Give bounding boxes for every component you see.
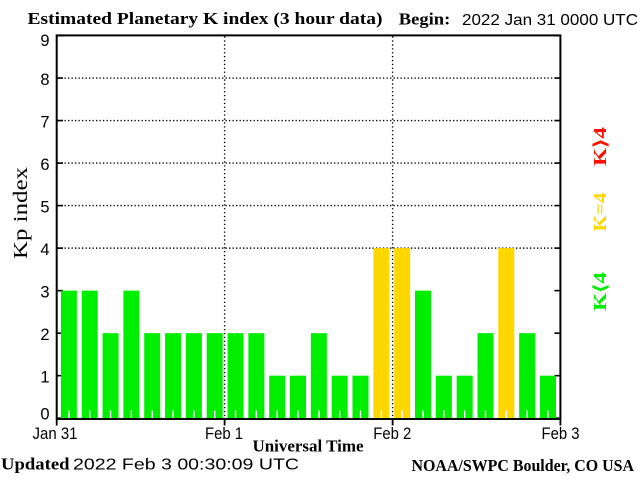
svg-text:Updated: Updated (1, 455, 70, 474)
svg-text:Jan 31: Jan 31 (33, 425, 78, 443)
svg-text:Begin:: Begin: (399, 10, 451, 29)
svg-text:1: 1 (40, 369, 49, 387)
svg-text:2022 Jan 31 0000 UTC: 2022 Jan 31 0000 UTC (462, 12, 638, 29)
svg-text:5: 5 (40, 199, 49, 217)
svg-text:Estimated Planetary K index (3: Estimated Planetary K index (3 hour data… (28, 9, 383, 28)
svg-text:2022 Feb 3 00:30:09 UTC: 2022 Feb 3 00:30:09 UTC (73, 457, 299, 474)
svg-text:K⟨4: K⟨4 (590, 272, 610, 311)
svg-text:Feb 1: Feb 1 (205, 425, 243, 443)
svg-text:8: 8 (40, 71, 49, 89)
svg-text:K=4: K=4 (590, 192, 610, 231)
svg-text:Kp index: Kp index (10, 167, 32, 259)
svg-text:0: 0 (40, 406, 49, 424)
svg-text:9: 9 (40, 32, 49, 50)
svg-text:Universal Time: Universal Time (253, 437, 364, 456)
svg-text:3: 3 (40, 284, 49, 302)
svg-text:Feb 2: Feb 2 (373, 425, 411, 443)
svg-text:2: 2 (40, 326, 49, 344)
svg-text:Feb 3: Feb 3 (542, 425, 580, 443)
svg-text:K⟩4: K⟩4 (590, 127, 610, 166)
svg-text:6: 6 (40, 156, 49, 174)
svg-text:4: 4 (40, 241, 49, 259)
svg-text:7: 7 (40, 114, 49, 132)
svg-text:NOAA/SWPC Boulder, CO USA: NOAA/SWPC Boulder, CO USA (412, 456, 635, 475)
